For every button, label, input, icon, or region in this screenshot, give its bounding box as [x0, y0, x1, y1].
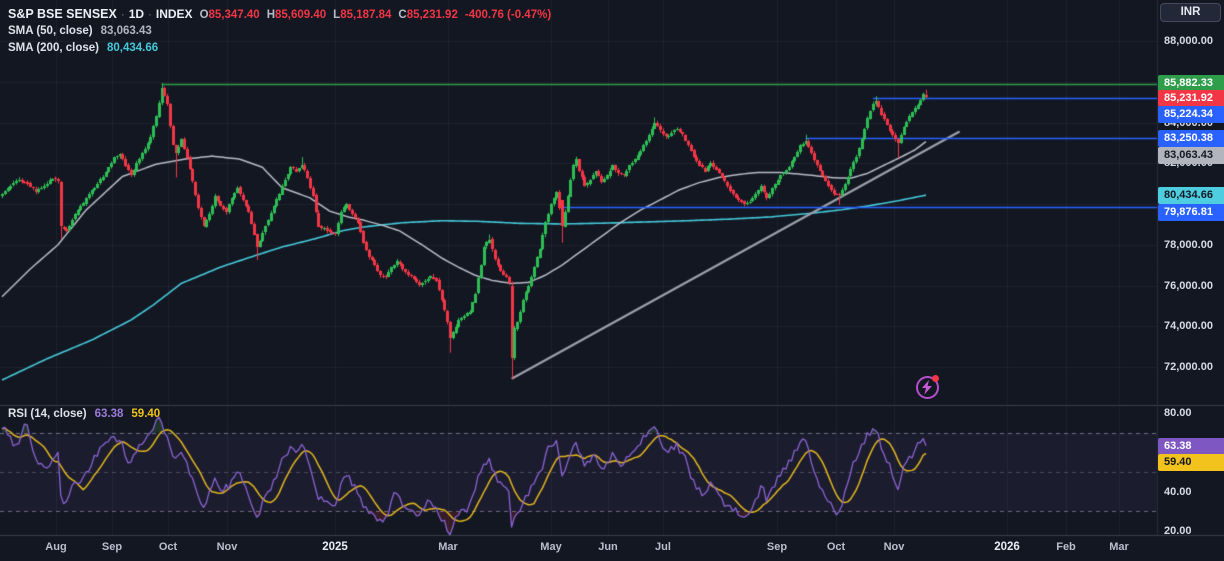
price-tick-label: 78,000.00	[1164, 238, 1213, 251]
open-value: 85,347.40	[208, 9, 260, 21]
time-axis-label: Feb	[1056, 541, 1076, 553]
bolt-ring	[916, 376, 939, 399]
low-value: 85,187.84	[340, 9, 392, 21]
market-label: INDEX	[155, 7, 193, 21]
sma200-row[interactable]: SMA (200, close) 80,434.66	[8, 40, 551, 57]
price-axis[interactable]: 88,000.0086,000.0084,000.0082,000.0080,0…	[1157, 0, 1224, 537]
change-value: -400.76 (-0.47%)	[464, 9, 552, 21]
time-axis-label: Oct	[158, 541, 178, 553]
rsi-ma-value: 59.40	[131, 408, 161, 420]
close-value: 85,231.92	[406, 9, 458, 21]
sma50-row[interactable]: SMA (50, close) 83,063.43	[8, 23, 551, 40]
price-badge: 63.38	[1158, 437, 1224, 455]
price-badge: 85,882.33	[1158, 74, 1224, 92]
price-tick-label: 72,000.00	[1164, 361, 1213, 373]
sma50-value: 83,063.43	[100, 25, 152, 37]
price-badge: 80,434.66	[1158, 186, 1224, 204]
high-label: H	[266, 9, 275, 21]
price-tick-label: 88,000.00	[1164, 35, 1213, 47]
price-badge: 83,063.43	[1158, 146, 1224, 164]
separator-dot: ·	[120, 9, 125, 21]
symbol-name: S&P BSE SENSEX	[8, 7, 117, 21]
time-axis-label: Jul	[655, 541, 671, 553]
price-tick-label: 74,000.00	[1164, 320, 1213, 333]
time-axis-label: Sep	[766, 541, 788, 553]
time-axis-label: Oct	[826, 541, 846, 553]
price-badge: 85,224.34	[1158, 105, 1224, 123]
rsi-legend[interactable]: RSI (14, close) 63.38 59.40	[8, 408, 160, 424]
price-badge: 79,876.81	[1158, 203, 1224, 221]
price-tick-label: 20.00	[1164, 525, 1192, 537]
time-axis-label: Aug	[45, 541, 67, 553]
price-tick-label: 76,000.00	[1164, 279, 1213, 292]
high-value: 85,609.40	[275, 9, 327, 21]
price-badge: 59.40	[1158, 453, 1224, 471]
symbol-row: S&P BSE SENSEX · 1D · INDEX O85,347.40 H85,609…	[8, 6, 551, 23]
separator-dot: ·	[148, 9, 152, 21]
close-label: C	[398, 9, 407, 21]
time-axis-label: Jun	[598, 541, 618, 553]
time-axis-label: Mar	[438, 541, 458, 553]
notification-dot	[932, 375, 939, 382]
price-tick-label: 40.00	[1164, 485, 1192, 498]
sma50-label: SMA (50, close)	[8, 25, 93, 37]
rsi-label: RSI (14, close)	[8, 408, 87, 420]
timeframe-label: 1D	[128, 7, 145, 21]
time-axis-label: 2025	[322, 541, 348, 553]
open-label: O	[199, 9, 209, 21]
symbol-legend[interactable]: S&P BSE SENSEX · 1D · INDEX O85,347.40 H85,609…	[8, 6, 551, 57]
price-badge: 83,250.38	[1158, 129, 1224, 147]
low-label: L	[333, 9, 341, 21]
sma200-label: SMA (200, close)	[8, 42, 99, 54]
currency-button[interactable]: INR	[1160, 3, 1221, 22]
time-axis[interactable]: Aug Sep Oct Nov 2025 Mar May Jun Jul Sep Oct Nov 202…	[0, 536, 1224, 561]
time-axis-label: 2026	[994, 541, 1020, 553]
price-badge: 85,231.92	[1158, 89, 1224, 107]
price-tick-label: 80.00	[1164, 407, 1192, 419]
time-axis-label: Sep	[101, 541, 123, 553]
rsi-value: 63.38	[94, 408, 124, 420]
time-axis-label: Nov	[883, 541, 905, 553]
bolt-icon[interactable]	[916, 375, 939, 399]
time-axis-label: May	[540, 541, 562, 553]
time-axis-label: Mar	[1109, 541, 1129, 553]
time-axis-label: Nov	[216, 541, 238, 553]
sma200-value: 80,434.66	[106, 42, 159, 54]
lightning-glyph	[922, 380, 932, 395]
